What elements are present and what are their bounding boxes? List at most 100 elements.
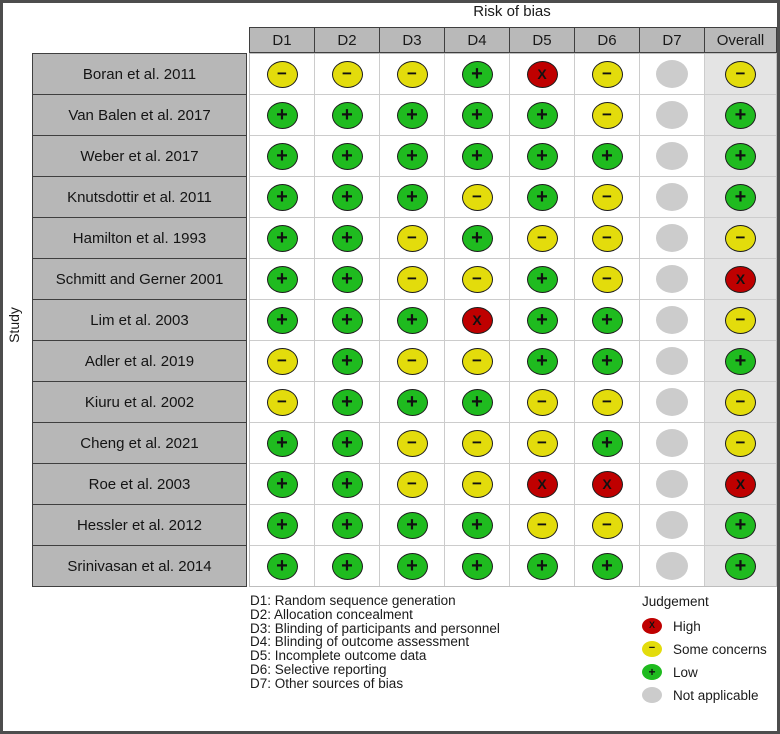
low-icon: + <box>331 183 363 211</box>
judgement-symbol: − <box>407 268 417 288</box>
judgement-cell: − <box>575 382 639 422</box>
low-icon: + <box>331 388 363 416</box>
chart-title: Risk of bias <box>473 3 551 20</box>
judgement-symbol: − <box>537 432 547 452</box>
y-axis-label-container: Study <box>2 255 26 395</box>
judgement-symbol: − <box>735 227 746 247</box>
judgement-cell: + <box>315 95 379 135</box>
judgement-cell: + <box>445 54 509 94</box>
low-icon: + <box>331 142 363 170</box>
judgement-cell <box>640 95 704 135</box>
some-concerns-icon: − <box>266 388 298 416</box>
some-concerns-icon: − <box>526 429 558 457</box>
judgement-cell: − <box>510 382 574 422</box>
judgement-cell: − <box>445 259 509 299</box>
low-icon: + <box>526 552 558 580</box>
low-icon: + <box>266 511 298 539</box>
judgement-symbol: + <box>341 513 353 536</box>
judgement-cell: − <box>575 177 639 217</box>
judgement-cell: − <box>380 54 444 94</box>
low-icon: + <box>461 388 493 416</box>
domain-footnote: D4: Blinding of outcome assessment <box>250 634 470 650</box>
judgement-symbol: + <box>276 513 288 536</box>
legend-entry-label: Low <box>673 664 698 680</box>
low-icon: + <box>591 552 623 580</box>
judgement-symbol: + <box>734 185 747 208</box>
low-icon: + <box>266 429 298 457</box>
low-icon: + <box>642 664 662 680</box>
legend-entry-label: High <box>673 618 701 634</box>
study-name: Schmitt and Gerner 2001 <box>33 259 246 299</box>
low-icon: + <box>331 306 363 334</box>
judgement-cell: + <box>380 177 444 217</box>
judgement-cell: + <box>445 95 509 135</box>
some-concerns-icon: − <box>266 60 298 88</box>
judgement-cell: − <box>445 177 509 217</box>
domain-footnote: D5: Incomplete outcome data <box>250 648 427 664</box>
legend-entry-label: Not applicable <box>673 687 759 703</box>
column-header-overall: Overall <box>705 28 776 52</box>
judgement-symbol: X <box>537 475 547 492</box>
judgement-symbol: + <box>341 431 353 454</box>
some-concerns-icon: − <box>725 429 756 457</box>
some-concerns-icon: − <box>526 388 558 416</box>
some-concerns-icon: − <box>396 470 428 498</box>
not-applicable-icon <box>656 183 688 211</box>
judgement-cell: − <box>705 54 776 94</box>
judgement-cell: + <box>705 95 776 135</box>
judgement-cell: + <box>250 423 314 463</box>
low-icon: + <box>725 511 756 539</box>
judgement-symbol: + <box>341 103 353 126</box>
judgement-cell: − <box>510 505 574 545</box>
low-icon: + <box>461 552 493 580</box>
some-concerns-icon: − <box>591 388 623 416</box>
judgement-cell: + <box>315 218 379 258</box>
column-header-d5: D5 <box>510 28 574 52</box>
not-applicable-icon <box>656 388 688 416</box>
some-concerns-icon: − <box>266 347 298 375</box>
judgement-symbol: − <box>407 473 417 493</box>
judgement-cell: + <box>575 136 639 176</box>
low-icon: + <box>725 101 756 129</box>
judgement-cell <box>640 546 704 586</box>
judgement-symbol: + <box>276 103 288 126</box>
low-icon: + <box>396 511 428 539</box>
low-icon: + <box>266 183 298 211</box>
low-icon: + <box>266 265 298 293</box>
some-concerns-icon: − <box>591 101 623 129</box>
high-icon: X <box>591 470 623 498</box>
high-icon: X <box>725 470 756 498</box>
judgement-symbol: − <box>602 186 612 206</box>
judgement-symbol: + <box>536 144 548 167</box>
judgement-symbol: − <box>472 268 482 288</box>
study-name: Adler et al. 2019 <box>33 341 246 381</box>
judgement-cell <box>640 259 704 299</box>
low-icon: + <box>461 511 493 539</box>
judgement-cell: − <box>380 464 444 504</box>
judgement-symbol: + <box>276 226 288 249</box>
judgement-symbol: + <box>471 226 483 249</box>
judgement-symbol: + <box>734 349 747 372</box>
some-concerns-icon: − <box>396 347 428 375</box>
some-concerns-icon: − <box>396 429 428 457</box>
low-icon: + <box>461 101 493 129</box>
legend-entry-some-concerns: − Some concerns <box>642 641 767 657</box>
judgement-symbol: X <box>602 475 612 492</box>
low-icon: + <box>526 101 558 129</box>
not-applicable-icon <box>656 511 688 539</box>
some-concerns-icon: − <box>725 224 756 252</box>
low-icon: + <box>526 142 558 170</box>
low-icon: + <box>396 306 428 334</box>
judgement-cell <box>640 177 704 217</box>
judgement-symbol: − <box>342 63 352 83</box>
not-applicable-icon <box>656 470 688 498</box>
low-icon: + <box>526 347 558 375</box>
judgement-symbol: + <box>341 472 353 495</box>
not-applicable-icon <box>656 347 688 375</box>
some-concerns-icon: − <box>591 265 623 293</box>
low-icon: + <box>591 306 623 334</box>
judgement-symbol: + <box>601 144 613 167</box>
low-icon: + <box>266 224 298 252</box>
not-applicable-icon <box>656 101 688 129</box>
study-name: Cheng et al. 2021 <box>33 423 246 463</box>
